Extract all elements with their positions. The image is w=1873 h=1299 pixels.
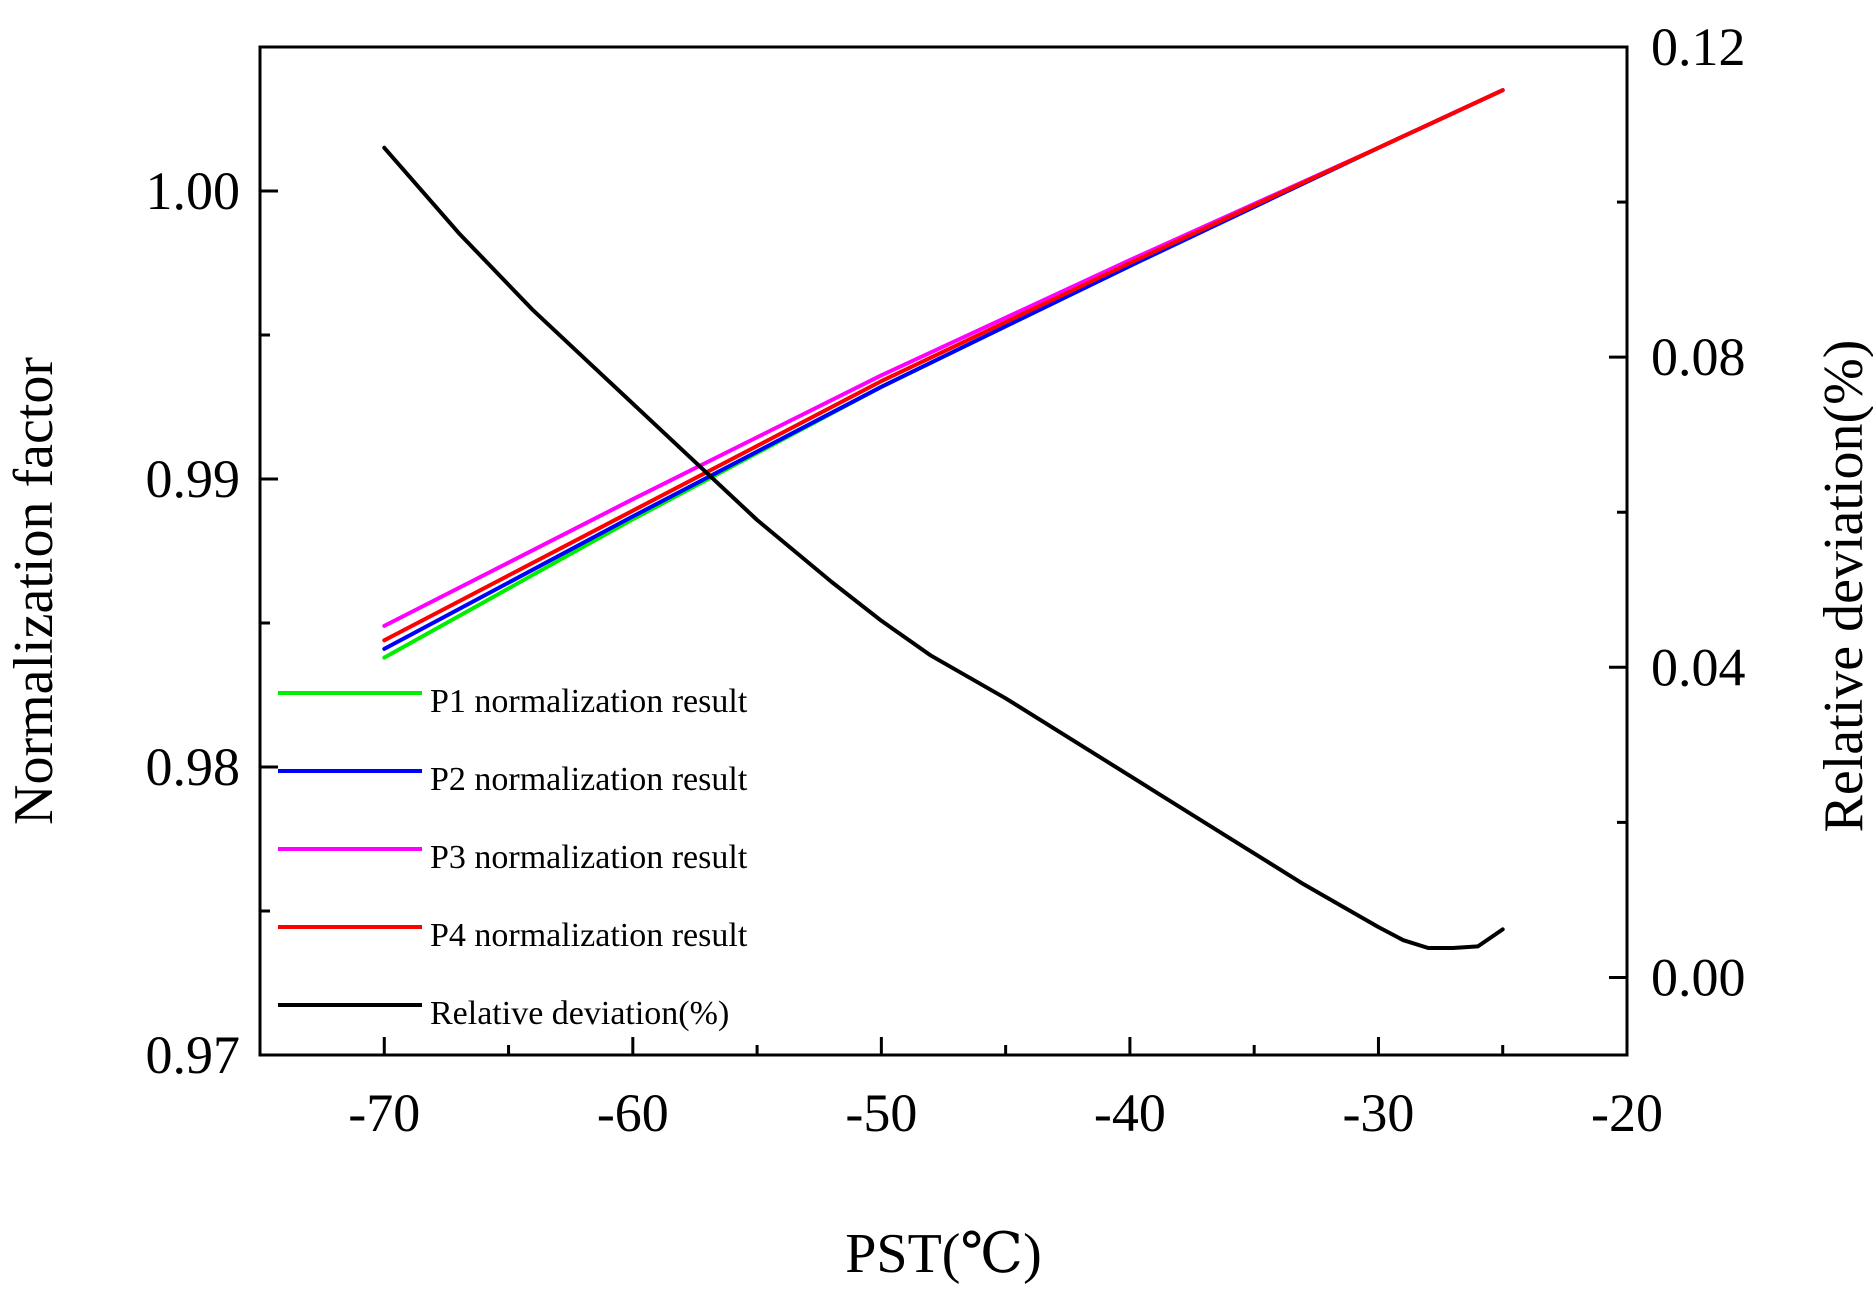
y-left-tick-label: 0.99	[146, 449, 241, 509]
series-line-relative-deviation	[382, 145, 1505, 950]
x-axis-title: PST(℃)	[845, 1223, 1041, 1285]
y-right-tick-label: 0.00	[1651, 947, 1746, 1007]
y-left-tick-label: 1.00	[146, 161, 241, 221]
y-left-tick-label: 0.98	[146, 737, 241, 797]
axes-layer: -70 -60 -50 -40 -30 -20 0.97 0.98 0.99 1.00 0.00 0.…	[146, 17, 1746, 1143]
y-left-tick-label: 0.97	[146, 1025, 241, 1085]
x-tick-label: -40	[1094, 1083, 1166, 1143]
legend-label: Relative deviation(%)	[430, 995, 729, 1032]
x-tick-label: -60	[597, 1083, 669, 1143]
series-line-p1-normalization-result	[382, 88, 1505, 660]
plot-frame	[258, 45, 1629, 1057]
y-right-tick-label: 0.04	[1651, 637, 1746, 697]
series-line-p4-normalization-result	[382, 88, 1505, 643]
legend-label: P1 normalization result	[430, 683, 748, 720]
legend-label: P3 normalization result	[430, 839, 748, 876]
y-right-tick-label: 0.08	[1651, 327, 1746, 387]
y-right-tick-label: 0.12	[1651, 17, 1746, 77]
y-axis-left-title: Normalization factor	[3, 357, 65, 825]
y-axis-right-title: Relative deviation(%)	[1813, 340, 1873, 833]
x-tick-label: -20	[1591, 1083, 1663, 1143]
legend: P1 normalization result P2 normalization …	[278, 683, 748, 1032]
x-tick-label: -70	[348, 1083, 420, 1143]
legend-label: P2 normalization result	[430, 761, 748, 798]
x-tick-label: -50	[845, 1083, 917, 1143]
series-layer	[382, 88, 1505, 950]
x-tick-label: -30	[1342, 1083, 1414, 1143]
legend-label: P4 normalization result	[430, 917, 748, 954]
